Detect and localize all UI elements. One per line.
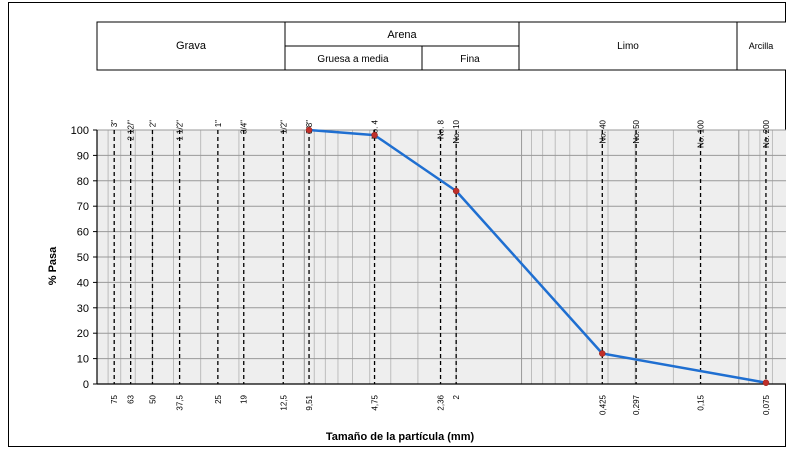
sieve-size-label: 2 — [452, 394, 461, 399]
sieve-size-label: 9,51 — [305, 394, 314, 410]
sieve-name-label: 3" — [110, 120, 119, 127]
sieve-size-label: 2,36 — [437, 394, 446, 410]
sieve-size-label: 50 — [148, 394, 157, 403]
y-axis-title: % Pasa — [47, 246, 59, 285]
sieve-size-label: 12,5 — [279, 394, 288, 410]
y-tick-label: 70 — [77, 201, 89, 213]
y-tick-label: 80 — [77, 176, 89, 188]
y-tick-labels: 0 10 20 30 40 50 60 70 80 90 100 — [71, 125, 97, 391]
data-point — [305, 126, 313, 134]
sieve-name-label: No. 200 — [762, 119, 771, 148]
data-point — [599, 350, 606, 357]
y-tick-label: 100 — [71, 125, 89, 137]
soil-classification-header: Grava Arena Gruesa a media Fina Limo Arc… — [96, 21, 786, 71]
header-limo: Limo — [617, 41, 639, 52]
y-tick-label: 60 — [77, 227, 89, 239]
sieve-size-label: 25 — [214, 394, 223, 403]
sieve-size-label: 63 — [127, 394, 136, 403]
sieve-name-label: 1/2" — [279, 120, 288, 134]
sieve-name-label: No. 50 — [632, 119, 641, 143]
sieve-name-label: 3/4" — [240, 120, 249, 134]
sieve-name-labels: 3"2 12/"2"1 1/2"1"3/4"1/2"3/8"No. 4No. 8… — [110, 119, 771, 148]
header-arcilla: Arcilla — [749, 41, 774, 51]
sieve-name-label: No. 10 — [452, 119, 461, 143]
data-point — [452, 187, 460, 195]
sieve-size-label: 19 — [240, 394, 249, 403]
sieve-name-label: 2" — [148, 120, 157, 127]
y-tick-label: 30 — [77, 303, 89, 315]
sieve-size-labels: 75 63 50 37,5 25 19 12,5 9,51 4,75 2,36 2 0,425 0,29… — [110, 394, 771, 415]
horizontal-grid — [97, 129, 786, 385]
y-tick-label: 10 — [77, 354, 89, 366]
sieve-name-label: No. 8 — [437, 119, 446, 139]
sieve-name-label: No. 40 — [598, 119, 607, 143]
data-point — [762, 379, 770, 386]
sieve-lines — [113, 130, 767, 384]
sieve-name-label: 1 1/2" — [176, 120, 185, 141]
sieve-size-label: 0,297 — [632, 394, 641, 415]
sieve-name-label: No. 100 — [697, 119, 706, 148]
sieve-name-label: 1" — [214, 120, 223, 127]
sieve-size-label: 75 — [110, 394, 119, 403]
series-layer — [305, 126, 770, 386]
x-axis-title: Tamaño de la partícula (mm) — [326, 431, 475, 443]
data-point — [371, 131, 378, 139]
sieve-name-label: 2 12/" — [127, 120, 136, 141]
header-grava: Grava — [176, 40, 207, 52]
sieve-size-label: 4,75 — [371, 394, 380, 410]
header-arena: Arena — [387, 29, 417, 41]
header-gruesa: Gruesa a media — [317, 54, 389, 65]
sieve-name-label: No. 4 — [371, 119, 380, 139]
sieve-size-label: 0,425 — [598, 394, 607, 415]
sieve-size-label: 37,5 — [176, 394, 185, 410]
y-tick-label: 50 — [77, 252, 89, 264]
y-tick-label: 20 — [77, 328, 89, 340]
header-fina: Fina — [460, 54, 480, 65]
sieve-size-label: 0,15 — [697, 394, 706, 410]
y-tick-label: 90 — [77, 150, 89, 162]
y-tick-label: 40 — [77, 277, 89, 289]
sieve-size-label: 0,075 — [762, 394, 771, 415]
y-tick-label: 0 — [83, 379, 89, 391]
